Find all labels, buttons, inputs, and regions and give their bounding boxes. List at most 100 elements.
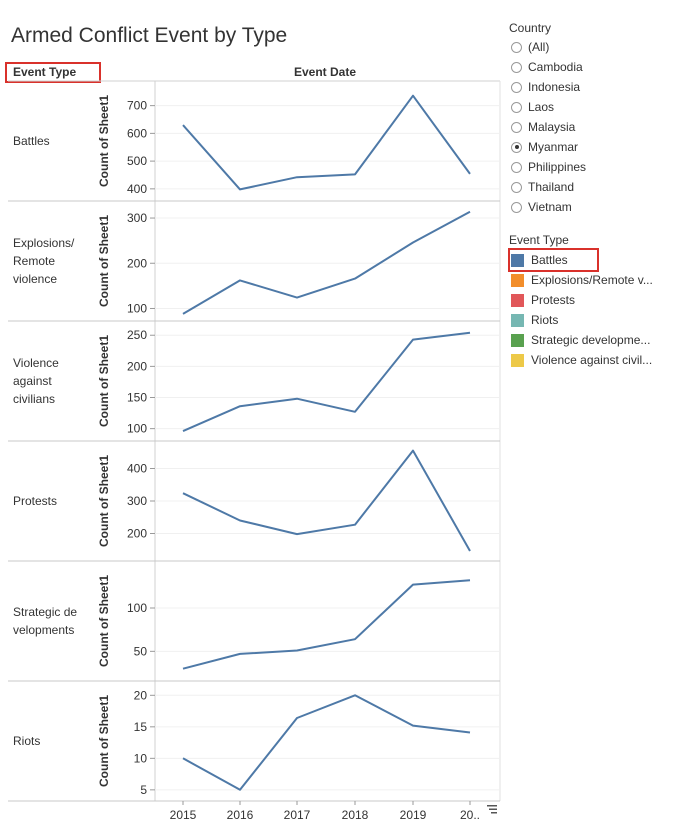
data-point[interactable] [181, 429, 186, 434]
series-line-5[interactable] [182, 694, 471, 791]
data-point[interactable] [295, 295, 300, 300]
country-option-label: Vietnam [528, 200, 572, 214]
legend-swatch [511, 313, 524, 327]
column-dimension-header[interactable]: Event Date [293, 65, 357, 79]
row-dimension-header[interactable]: Event Type [5, 62, 101, 83]
y-tick-label: 300 [127, 211, 147, 225]
radio-icon [511, 81, 522, 93]
legend-item-battles[interactable]: Battles [508, 248, 599, 272]
country-option-label: Myanmar [528, 140, 579, 154]
y-tick-label: 600 [127, 126, 147, 140]
row-label-3[interactable]: Protests [13, 494, 58, 508]
data-point[interactable] [353, 172, 358, 177]
data-point[interactable] [181, 311, 186, 316]
data-point[interactable] [181, 491, 186, 496]
country-option-vietnam[interactable]: Vietnam [511, 198, 572, 216]
country-option-philippines[interactable]: Philippines [511, 158, 586, 176]
series-line-1[interactable] [182, 210, 471, 315]
data-point[interactable] [181, 123, 186, 128]
data-point[interactable] [468, 171, 473, 176]
data-point[interactable] [295, 532, 300, 537]
legend-item-explosions-remote-v[interactable]: Explosions/Remote v... [511, 271, 653, 289]
data-point[interactable] [411, 448, 416, 453]
y-tick-label: 200 [127, 359, 147, 373]
data-point[interactable] [468, 209, 473, 214]
data-point[interactable] [468, 730, 473, 735]
y-tick-label: 50 [134, 644, 148, 658]
data-point[interactable] [353, 276, 358, 281]
series-line-4[interactable] [182, 579, 471, 670]
legend-swatch [511, 353, 524, 367]
y-axis-label: Count of Sheet1 [97, 335, 111, 427]
x-tick-label: 2018 [342, 808, 369, 822]
data-point[interactable] [238, 278, 243, 283]
data-point[interactable] [295, 716, 300, 721]
row-label-4[interactable]: Strategic de velopments [13, 605, 78, 637]
country-option-label: Malaysia [528, 120, 576, 134]
series-line-0[interactable] [182, 94, 471, 191]
y-tick-label: 300 [127, 494, 147, 508]
y-tick-label: 400 [127, 182, 147, 196]
data-point[interactable] [238, 518, 243, 523]
y-tick-label: 200 [127, 256, 147, 270]
series-line-2[interactable] [182, 331, 471, 433]
y-axis-label: Count of Sheet1 [97, 695, 111, 787]
data-point[interactable] [181, 666, 186, 671]
radio-icon [511, 101, 522, 113]
series-line-3[interactable] [182, 449, 471, 552]
row-label-0[interactable]: Battles [13, 134, 50, 148]
data-point[interactable] [295, 175, 300, 180]
y-tick-label: 400 [127, 462, 147, 476]
data-point[interactable] [468, 549, 473, 554]
country-option-cambodia[interactable]: Cambodia [511, 58, 583, 76]
y-tick-label: 200 [127, 527, 147, 541]
data-point[interactable] [411, 93, 416, 98]
legend-item-riots[interactable]: Riots [511, 311, 558, 329]
country-option-myanmar[interactable]: Myanmar [511, 138, 578, 156]
y-axis-label: Count of Sheet1 [97, 215, 111, 307]
legend-label: Violence against civil... [531, 353, 653, 367]
country-option-indonesia[interactable]: Indonesia [511, 78, 580, 96]
data-point[interactable] [353, 409, 358, 414]
data-point[interactable] [295, 396, 300, 401]
legend-item-violence-against-civil[interactable]: Violence against civil... [511, 351, 652, 369]
legend-item-strategic-developme[interactable]: Strategic developme... [511, 331, 650, 349]
row-label-5[interactable]: Riots [13, 734, 41, 748]
data-point[interactable] [353, 522, 358, 527]
data-point[interactable] [468, 578, 473, 583]
country-option-laos[interactable]: Laos [511, 98, 554, 116]
y-tick-label: 700 [127, 99, 147, 113]
data-point[interactable] [411, 582, 416, 587]
data-point[interactable] [295, 648, 300, 653]
data-point[interactable] [411, 240, 416, 245]
data-point[interactable] [238, 404, 243, 409]
y-tick-label: 500 [127, 154, 147, 168]
data-point[interactable] [468, 330, 473, 335]
row-label-2[interactable]: Violence against civilians [13, 356, 59, 406]
y-axis-label: Count of Sheet1 [97, 95, 111, 187]
data-point[interactable] [411, 723, 416, 728]
row-label-1[interactable]: Explosions/Remote violence [13, 236, 75, 286]
data-point[interactable] [353, 693, 358, 698]
data-point[interactable] [238, 787, 243, 792]
legend-swatch [511, 293, 524, 307]
event-type-legend-title: Event Type [509, 233, 569, 247]
data-point[interactable] [238, 187, 243, 192]
y-tick-label: 100 [127, 422, 147, 436]
data-point[interactable] [181, 756, 186, 761]
data-point[interactable] [411, 337, 416, 342]
legend-label: Strategic developme... [531, 333, 651, 347]
legend-item-protests[interactable]: Protests [511, 291, 575, 309]
page-title: Armed Conflict Event by Type [11, 24, 288, 47]
radio-icon [511, 141, 522, 153]
y-tick-label: 100 [127, 301, 147, 315]
country-option-thailand[interactable]: Thailand [511, 178, 574, 196]
country-option-all[interactable]: (All) [511, 38, 549, 56]
radio-icon [511, 61, 522, 73]
country-option-malaysia[interactable]: Malaysia [511, 118, 575, 136]
sort-icon[interactable] [486, 803, 498, 815]
data-point[interactable] [238, 651, 243, 656]
legend-swatch [511, 273, 524, 287]
data-point[interactable] [353, 637, 358, 642]
legend-label: Battles [531, 253, 568, 267]
